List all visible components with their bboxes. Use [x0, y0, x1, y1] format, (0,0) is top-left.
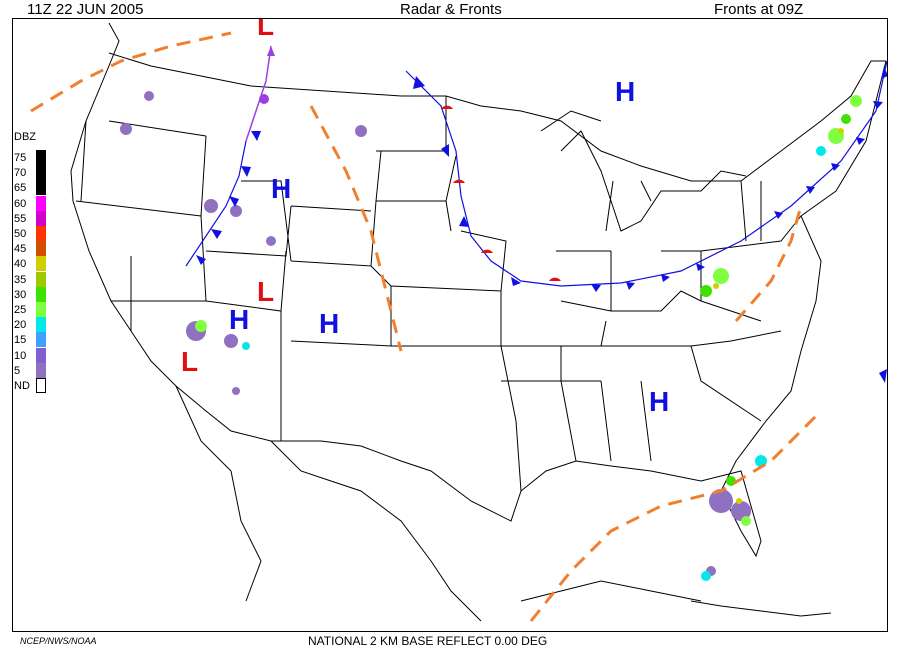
radar-echoes [120, 91, 862, 581]
weather-map: H H H H H L L L [12, 18, 888, 632]
legend-swatch [36, 286, 46, 302]
trough-east [734, 205, 803, 322]
low-pressure-center: L [257, 19, 274, 41]
legend-swatch [36, 378, 46, 393]
pressure-centers: H H H H H L L L [181, 19, 669, 417]
trough-plains [309, 105, 403, 352]
state-lines [75, 96, 802, 492]
high-pressure-center: H [271, 173, 291, 204]
legend-label: 40 [14, 258, 27, 271]
legend-label: 75 [14, 152, 27, 164]
fronts-time-label: Fronts at 09Z [714, 1, 804, 18]
high-pressure-center: H [649, 386, 669, 417]
great-lakes [540, 110, 747, 232]
high-pressure-center: H [319, 308, 339, 339]
low-pressure-center: L [257, 276, 274, 307]
legend-swatch [36, 165, 46, 181]
legend-swatch [36, 256, 46, 272]
canada-border [108, 52, 886, 182]
legend-label: ND [14, 380, 30, 392]
product-title: Radar & Fronts [400, 1, 502, 18]
product-description: NATIONAL 2 KM BASE REFLECT 0.00 DEG [308, 634, 548, 648]
occluded-front [245, 45, 272, 142]
cuba [690, 600, 832, 617]
high-pressure-center: H [229, 304, 249, 335]
legend-swatch [36, 332, 46, 348]
legend-swatch [36, 317, 46, 333]
legend-label: 60 [14, 197, 27, 210]
valid-time-label: 11Z 22 JUN 2005 [27, 1, 144, 18]
legend-label: 15 [14, 334, 27, 347]
legend-label: 25 [14, 304, 27, 316]
legend-swatch [36, 241, 46, 257]
cold-front-west [185, 140, 247, 267]
credit-label: NCEP/NWS/NOAA [20, 636, 97, 646]
cold-front-symbols [196, 66, 887, 383]
trough-northwest [30, 31, 232, 113]
legend-title: DBZ [14, 131, 36, 143]
high-pressure-center: H [615, 76, 635, 107]
legend-swatch [36, 180, 46, 196]
cold-front-central [405, 60, 887, 287]
legend-swatch [36, 347, 46, 363]
low-pressure-center: L [181, 346, 198, 377]
legend-swatch [36, 271, 46, 287]
legend-swatch [36, 302, 46, 317]
legend-label: 70 [14, 167, 27, 180]
warm-front-symbols [441, 105, 561, 281]
legend-label: 5 [14, 364, 21, 377]
legend-label: 50 [14, 228, 27, 240]
occluded-front-symbols [259, 46, 275, 104]
legend-label: 45 [14, 243, 27, 256]
legend-label: 65 [14, 182, 27, 195]
troughs [30, 31, 818, 622]
legend-swatch [36, 150, 46, 165]
legend-label: 55 [14, 212, 27, 225]
legend-label: 10 [14, 349, 27, 362]
legend-swatch [36, 210, 46, 226]
mexico-border [175, 385, 702, 622]
legend-label: 20 [14, 319, 27, 332]
map-canvas: H H H H H L L L [30, 19, 887, 622]
legend-label: 35 [14, 273, 27, 286]
legend-swatch [36, 226, 46, 241]
legend-swatch [36, 362, 46, 378]
legend-label: 30 [14, 288, 27, 301]
legend-swatch [36, 195, 46, 211]
